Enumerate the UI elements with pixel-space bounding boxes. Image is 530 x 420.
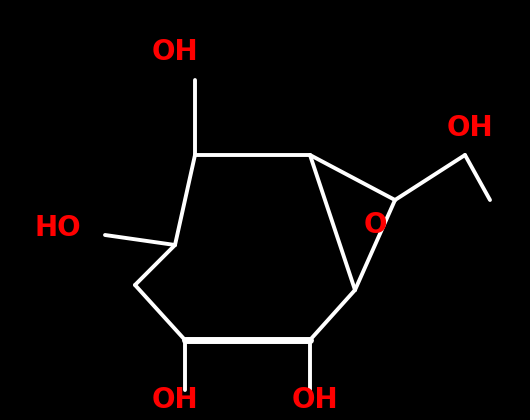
Text: OH: OH [292, 386, 338, 414]
Text: HO: HO [34, 214, 81, 242]
Text: O: O [363, 211, 387, 239]
Text: OH: OH [152, 386, 198, 414]
Text: OH: OH [447, 114, 493, 142]
Text: OH: OH [152, 38, 198, 66]
